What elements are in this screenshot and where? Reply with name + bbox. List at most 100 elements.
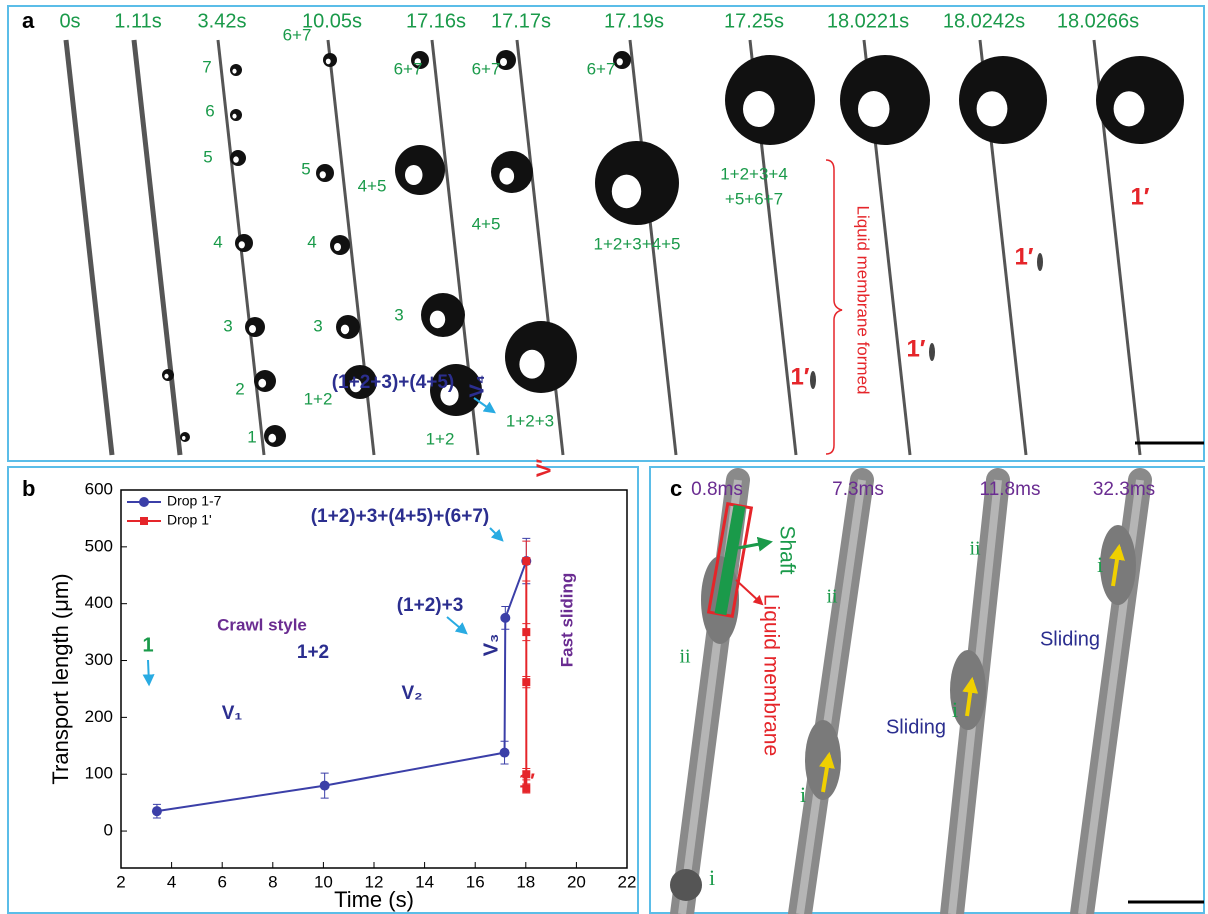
x-tick-label: 8 xyxy=(268,872,277,891)
droplet-highlight xyxy=(977,91,1008,126)
droplet-highlight xyxy=(500,58,507,66)
droplet-highlight xyxy=(164,374,168,379)
droplet-highlight xyxy=(182,436,186,440)
time-label: 7.3ms xyxy=(832,479,884,500)
annotation: Liquid membrane formed xyxy=(854,206,873,395)
annotation: 6+7 xyxy=(472,59,501,78)
y-axis-label: Transport length (μm) xyxy=(48,573,73,784)
annotation: 1′ xyxy=(519,770,535,792)
annotation: 4 xyxy=(213,232,222,251)
x-tick-label: 4 xyxy=(167,872,176,891)
annotation: 1′ xyxy=(1130,183,1149,210)
time-label: 17.25s xyxy=(724,10,784,32)
y-tick-label: 200 xyxy=(85,707,113,726)
annotation: 1+2 xyxy=(304,389,333,408)
annotation: i xyxy=(709,865,715,890)
legend-label: Drop 1' xyxy=(167,512,212,528)
y-tick-label: 300 xyxy=(85,650,113,669)
annotation: 3 xyxy=(394,305,403,324)
annotation: (1+2+3)+(4+5) xyxy=(332,372,455,393)
droplet-highlight xyxy=(232,114,236,119)
droplet-highlight xyxy=(430,311,445,329)
x-axis-label: Time (s) xyxy=(334,887,414,912)
annotation: 4+5 xyxy=(358,176,387,195)
droplet-highlight xyxy=(326,59,331,65)
annotation: 1+2 xyxy=(297,642,329,663)
annotation: V′ xyxy=(533,459,555,477)
annotation: 1+2 xyxy=(426,429,455,448)
droplet-highlight xyxy=(232,69,236,74)
annotation: +5+6+7 xyxy=(725,189,783,208)
time-label: 17.16s xyxy=(406,10,466,32)
y-tick-label: 400 xyxy=(85,593,113,612)
bulge xyxy=(810,371,816,389)
droplet xyxy=(670,869,702,901)
annotation: 6+7 xyxy=(283,25,312,44)
annotation: 1+2+3 xyxy=(506,411,554,430)
annotation: 5 xyxy=(301,159,310,178)
legend-marker xyxy=(140,517,148,525)
point xyxy=(522,628,530,636)
droplet-highlight xyxy=(341,325,349,335)
annotation: ii xyxy=(969,538,981,560)
x-tick-label: 10 xyxy=(314,872,333,891)
annotation: V₃ xyxy=(480,634,502,657)
y-tick-label: 0 xyxy=(104,821,113,840)
bulge xyxy=(1037,253,1043,271)
time-label: 1.11s xyxy=(114,10,161,32)
time-label: 17.19s xyxy=(604,10,664,32)
time-label: 18.0221s xyxy=(827,10,909,32)
time-label: 11.8ms xyxy=(980,479,1041,500)
annotation: 5 xyxy=(203,147,212,166)
droplet-highlight xyxy=(519,350,544,379)
annotation: i xyxy=(800,782,806,807)
annotation: (1+2)+3 xyxy=(397,595,464,616)
x-tick-label: 16 xyxy=(466,872,485,891)
time-label: 0s xyxy=(59,10,80,32)
droplet-highlight xyxy=(268,434,276,443)
annotation: 1′ xyxy=(1014,243,1033,270)
droplet-highlight xyxy=(617,58,623,65)
droplet-highlight xyxy=(239,241,245,248)
x-tick-label: 20 xyxy=(567,872,586,891)
annotation: Sliding xyxy=(1040,628,1100,650)
annotation: 4 xyxy=(307,232,316,251)
annotation: ii xyxy=(679,646,691,668)
time-label: 0.8ms xyxy=(691,479,743,500)
annotation: 1′ xyxy=(906,335,925,362)
annotation: (1+2)+3+(4+5)+(6+7) xyxy=(311,506,490,527)
droplet-highlight xyxy=(258,379,266,388)
bulge xyxy=(929,343,935,361)
point xyxy=(500,613,510,623)
x-tick-label: 6 xyxy=(217,872,226,891)
annotation: V₂ xyxy=(401,683,422,704)
panel-label: c xyxy=(670,476,682,501)
droplet-highlight xyxy=(334,243,341,251)
annotation: Sliding xyxy=(886,716,946,738)
x-tick-label: 18 xyxy=(516,872,535,891)
droplet-highlight xyxy=(405,165,423,185)
droplet-highlight xyxy=(1114,91,1145,126)
time-label: 17.17s xyxy=(491,10,551,32)
annotation: 3 xyxy=(313,316,322,335)
point xyxy=(500,748,510,758)
legend-label: Drop 1-7 xyxy=(167,493,222,509)
time-label: 3.42s xyxy=(198,10,247,32)
panel-label: b xyxy=(22,476,35,501)
point xyxy=(522,557,530,565)
annotation: 2 xyxy=(235,379,244,398)
annotation: 1+2+3+4 xyxy=(720,164,788,183)
droplet-highlight xyxy=(499,168,514,185)
y-tick-label: 100 xyxy=(85,764,113,783)
droplet-highlight xyxy=(249,325,256,333)
annotation: 6+7 xyxy=(394,59,423,78)
time-label: 18.0242s xyxy=(943,10,1025,32)
annotation: Fast sliding xyxy=(557,573,576,667)
figure: a0s1.11s3.42s10.05s17.16s17.17s17.19s17.… xyxy=(0,0,1208,914)
annotation: 1 xyxy=(142,634,153,656)
annotation: 6 xyxy=(205,101,214,120)
legend-marker xyxy=(139,497,149,507)
droplet-highlight xyxy=(320,171,326,178)
x-tick-label: 2 xyxy=(116,872,125,891)
annotation-arrow xyxy=(148,660,149,684)
